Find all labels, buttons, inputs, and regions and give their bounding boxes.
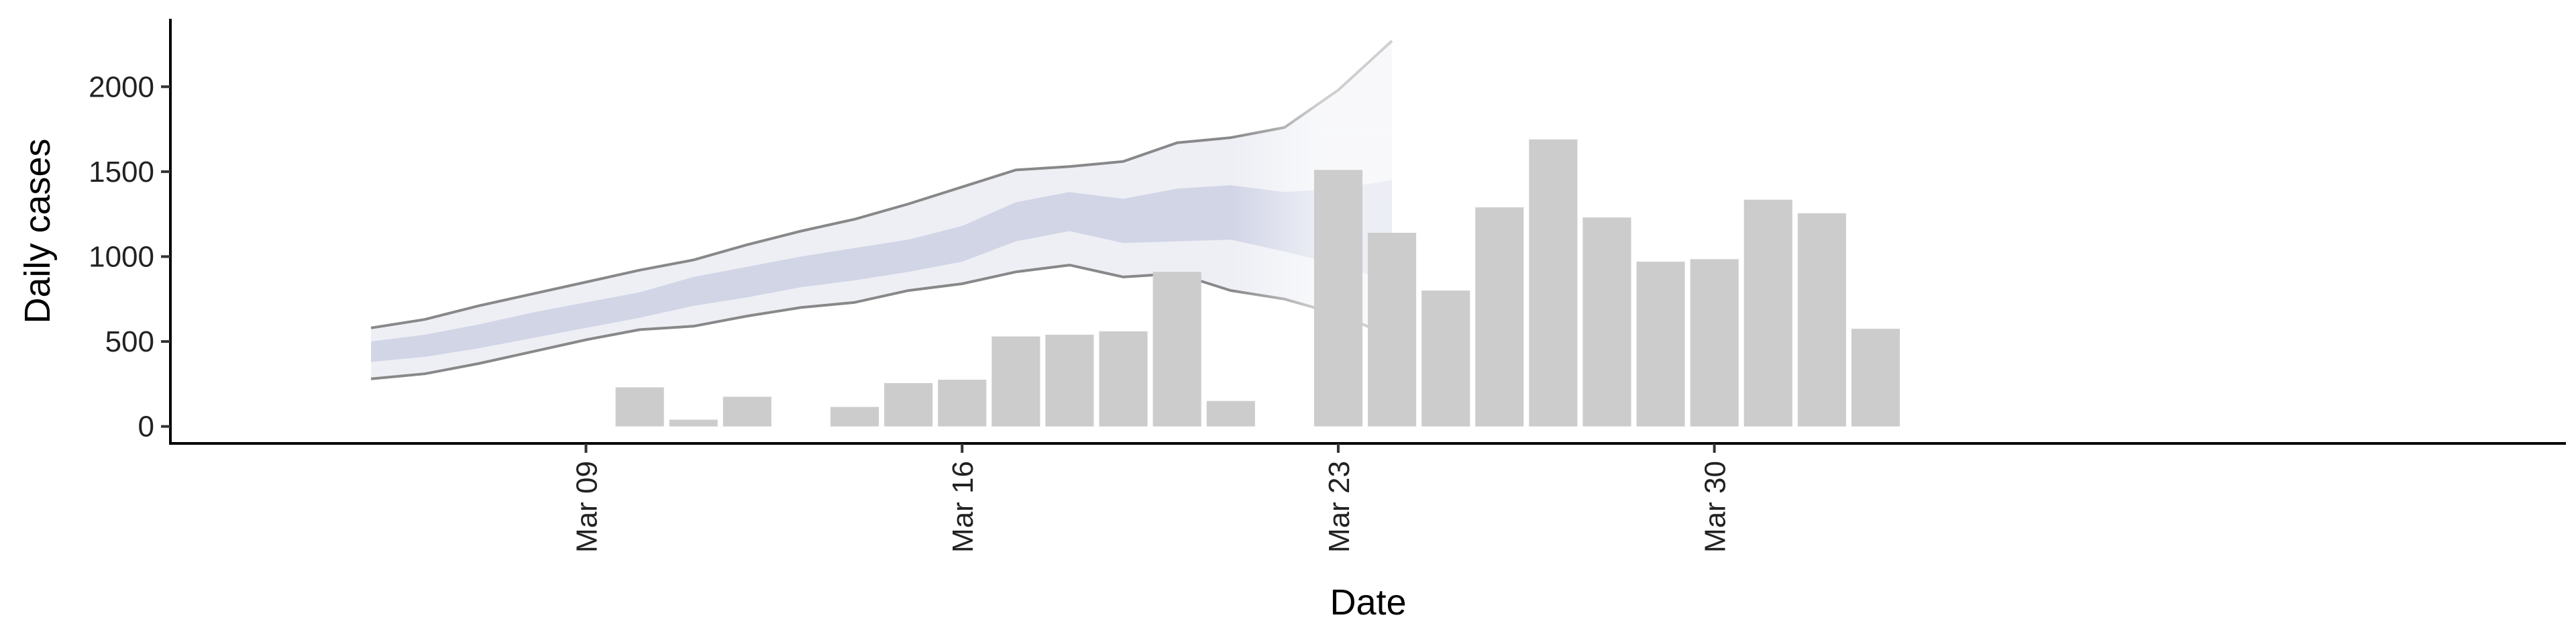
bar — [1313, 170, 1362, 427]
band-inner-50 — [371, 180, 1392, 362]
x-tick-label: Mar 09 — [571, 461, 604, 553]
y-tick-label: 1500 — [89, 156, 154, 189]
bar — [1421, 290, 1470, 427]
y-axis-title: Daily cases — [17, 138, 58, 323]
x-tick-label: Mar 30 — [1699, 461, 1732, 553]
y-tick-label: 0 — [138, 411, 154, 443]
axes: 0 500 1000 1500 2000 Mar 09 Mar 16 Mar 23 Mar 3… — [89, 19, 2566, 553]
band-outer-90 — [371, 40, 1392, 379]
y-axis-ticks: 0 500 1000 1500 2000 — [89, 70, 170, 443]
bar — [1368, 233, 1417, 427]
x-tick-label: Mar 23 — [1323, 461, 1356, 553]
bar — [991, 336, 1040, 427]
x-tick-label: Mar 16 — [947, 461, 979, 553]
bar — [1529, 139, 1578, 427]
bar — [830, 407, 879, 427]
y-tick-label: 2000 — [89, 70, 154, 103]
bar — [1851, 329, 1900, 427]
band-upper-line — [370, 40, 1393, 329]
bar — [1206, 400, 1255, 427]
bar — [1582, 217, 1631, 427]
bar — [1690, 259, 1739, 427]
band-lower-line — [370, 264, 1393, 380]
bar — [1152, 272, 1201, 427]
y-tick-label: 1000 — [89, 240, 154, 273]
bar — [615, 387, 664, 427]
bar — [1743, 199, 1792, 427]
bar — [884, 383, 933, 427]
bar — [1475, 207, 1524, 427]
bar — [1797, 213, 1846, 427]
bar — [722, 396, 771, 427]
bar — [938, 380, 987, 427]
daily-cases-bars — [615, 139, 1900, 427]
x-axis-title: Date — [1330, 582, 1406, 623]
bar — [669, 419, 718, 427]
bar — [1636, 262, 1685, 427]
y-tick-label: 500 — [105, 325, 154, 358]
x-axis-ticks: Mar 09 Mar 16 Mar 23 Mar 30 — [571, 443, 1732, 553]
bar — [1099, 331, 1148, 427]
bar — [1045, 335, 1094, 427]
forecast-band — [370, 40, 1393, 380]
